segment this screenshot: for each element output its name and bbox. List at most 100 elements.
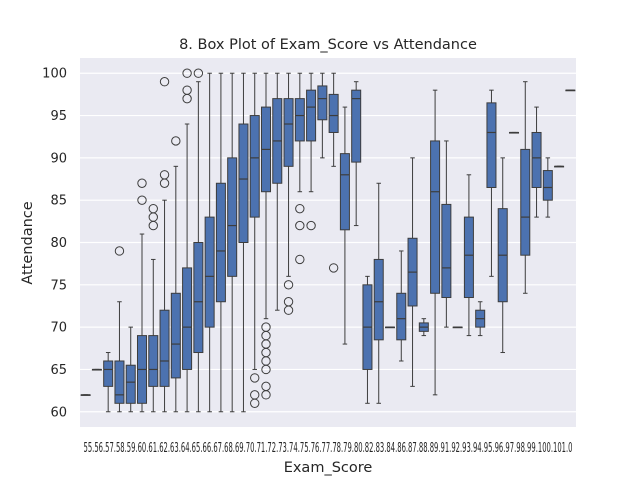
box-iqr [542,170,553,201]
box-iqr [463,216,474,299]
outlier-point [283,280,294,290]
y-tick-90: 90 [50,151,67,166]
outlier-point [295,220,305,231]
box-88 [430,89,441,396]
box-62 [159,76,170,413]
outlier-point [137,178,147,188]
box-87 [418,318,429,337]
outlier-point [261,322,271,332]
box-97 [520,81,531,294]
outlier-point [193,68,204,78]
x-axis-label: Exam_Score [284,460,373,476]
box-74 [294,72,305,265]
y-tick-65: 65 [50,363,67,378]
box-iqr [351,89,362,163]
outlier-point [261,381,271,392]
box-91 [452,326,463,329]
box-iqr [215,182,226,303]
y-tick-95: 95 [50,109,67,124]
y-tick-70: 70 [50,321,67,336]
outlier-point [148,203,158,214]
box-iqr [114,360,125,404]
box-69 [238,72,249,413]
box-58 [114,246,125,413]
box-iqr [294,98,305,142]
outlier-point [250,373,260,383]
box-72 [272,72,283,311]
y-tick-labels: 60 65 70 75 80 85 90 95 100 [42,67,67,421]
outlier-point [159,76,170,87]
box-55 [80,394,91,396]
box-78 [339,106,350,345]
box-iqr [170,292,181,379]
box-94 [486,89,497,277]
box-iqr [486,102,497,188]
box-75 [306,72,317,231]
outlier-point [182,68,192,78]
y-tick-80: 80 [50,236,67,251]
box-iqr [227,157,238,277]
outlier-point [114,246,125,256]
box-100 [554,165,565,168]
box-70 [249,72,260,409]
box-65 [193,68,204,413]
outlier-point [171,136,181,146]
box-iqr [328,93,339,133]
outlier-point [295,254,305,265]
box-iqr [396,292,407,341]
box-iqr [520,148,531,256]
outlier-point [328,263,339,273]
outlier-point [159,170,170,180]
box-89 [441,140,452,328]
box-iqr [103,360,114,387]
box-iqr [193,242,204,354]
box-86 [407,157,418,387]
y-tick-100: 100 [42,67,67,82]
box-96 [508,131,520,134]
box-79 [351,81,362,227]
box-iqr [531,131,542,188]
box-77 [328,72,339,273]
box-82 [373,182,384,404]
outlier-point [250,390,260,400]
box-series [80,68,576,413]
box-76 [317,72,328,159]
box-iqr [238,123,249,243]
box-iqr [339,153,350,231]
box-95 [497,157,508,354]
box-iqr [204,216,215,328]
box-63 [170,136,181,413]
y-tick-60: 60 [50,405,67,420]
box-71 [260,72,272,400]
box-83 [384,326,396,329]
box-73 [283,72,294,315]
box-61 [148,203,159,413]
box-68 [227,72,238,413]
box-60 [136,178,148,413]
y-tick-75: 75 [50,278,67,293]
outlier-point [182,85,192,95]
box-iqr [249,115,260,218]
box-57 [103,352,114,413]
box-64 [182,68,193,413]
x-tick-labels: 55.56.57.58.59.60.61.62.63.64.65.66.67.6… [84,441,573,456]
box-101 [565,89,576,92]
box-iqr [283,98,294,167]
box-iqr [125,364,136,404]
box-67 [215,72,226,413]
box-iqr [373,258,384,341]
box-iqr [306,89,317,142]
box-80 [362,275,373,404]
box-92 [463,174,474,337]
box-iqr [430,140,441,294]
box-iqr [441,203,452,299]
y-axis-label: Attendance [20,201,36,284]
outlier-point [137,195,147,205]
y-tick-85: 85 [50,194,67,209]
outlier-point [306,220,316,231]
box-59 [125,326,136,413]
box-iqr [317,85,328,121]
box-99 [542,157,553,218]
outlier-point [295,203,305,214]
box-66 [204,72,215,413]
